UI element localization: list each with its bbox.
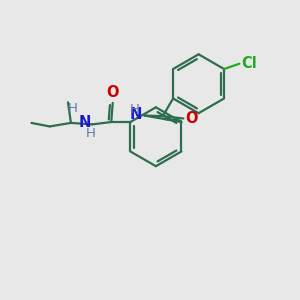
Text: H: H — [129, 103, 139, 116]
Text: N: N — [78, 116, 91, 130]
Text: H: H — [86, 127, 96, 140]
Text: H: H — [68, 102, 77, 115]
Text: O: O — [186, 111, 198, 126]
Text: O: O — [106, 85, 119, 100]
Text: Cl: Cl — [241, 56, 256, 70]
Text: N: N — [130, 107, 142, 122]
